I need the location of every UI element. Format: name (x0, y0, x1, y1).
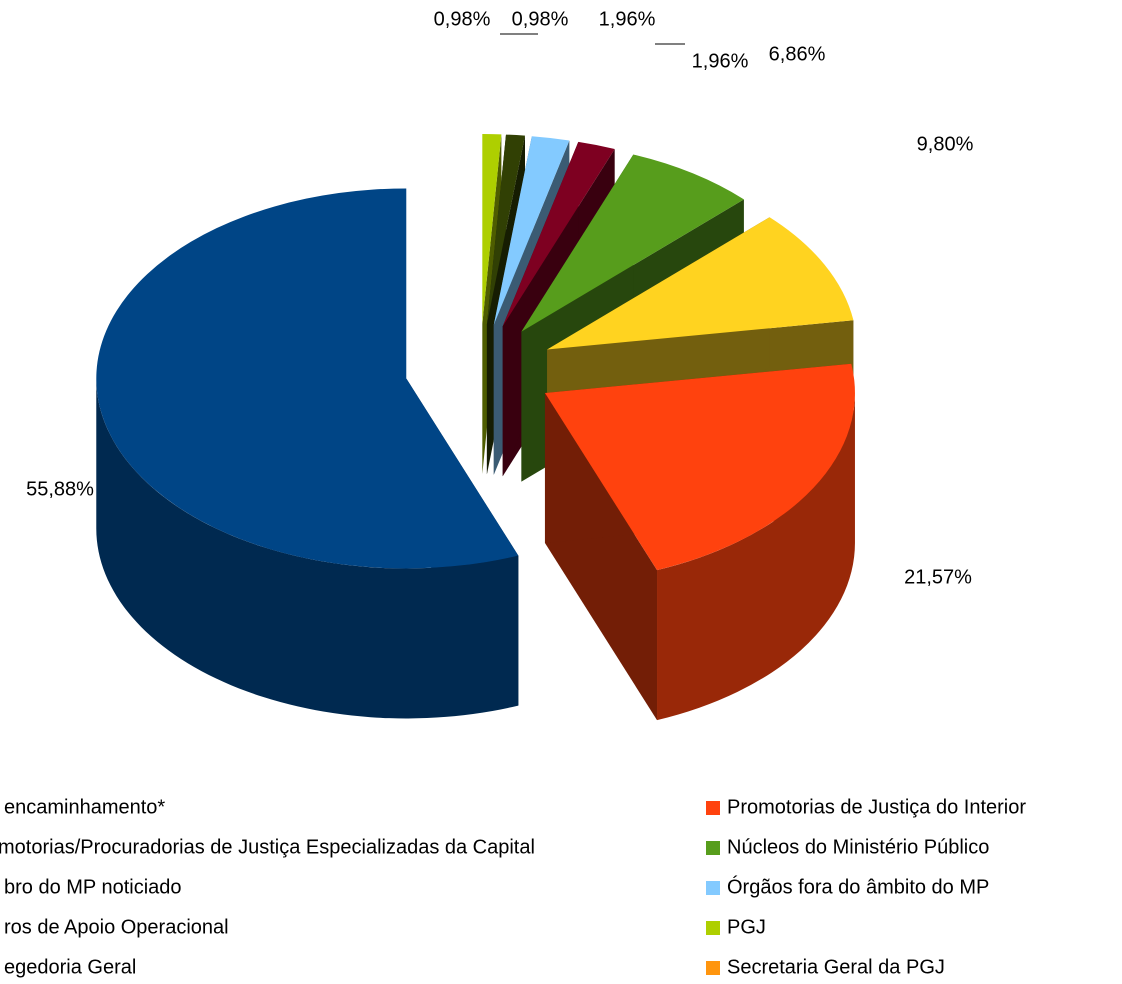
legend-label: ros de Apoio Operacional (4, 916, 229, 938)
slice (96, 188, 519, 719)
legend-label: Núcleos do Ministério Público (727, 836, 989, 858)
slice-top (502, 141, 615, 327)
slice (544, 363, 855, 721)
slice-top (96, 188, 519, 569)
legend-label: bro do MP noticiado (4, 876, 182, 898)
data-label: 1,96% (599, 8, 656, 30)
slice-top (482, 134, 502, 325)
slice-wall (96, 378, 519, 719)
legend-swatch (706, 961, 720, 975)
legend-label: Promotorias de Justiça do Interior (727, 796, 1026, 818)
legend-label: encaminhamento* (4, 796, 165, 818)
slice-top (486, 134, 525, 325)
legend-swatch (706, 881, 720, 895)
slice-wall (657, 392, 855, 721)
data-label: 9,80% (917, 133, 974, 155)
legend-swatch (706, 841, 720, 855)
slice-top (547, 217, 854, 350)
legend-label: Secretaria Geral da PGJ (727, 956, 945, 978)
legend-label: Órgãos fora do âmbito do MP (727, 875, 989, 898)
slice-top (521, 154, 744, 332)
legend-swatch (706, 801, 720, 815)
data-label: 0,98% (434, 8, 491, 30)
data-label: 6,86% (769, 43, 826, 65)
legend-swatch (706, 921, 720, 935)
slice-top (544, 363, 855, 571)
data-label: 55,88% (26, 478, 94, 500)
data-label: 1,96% (692, 50, 749, 72)
legend-label: PGJ (727, 916, 766, 938)
data-label: 0,98% (512, 8, 569, 30)
data-label: 21,57% (904, 566, 972, 588)
slice-top (493, 136, 570, 325)
legend-label: egedoria Geral (4, 956, 136, 978)
legend-label: motorias/Procuradorias de Justiça Especi… (0, 836, 535, 858)
